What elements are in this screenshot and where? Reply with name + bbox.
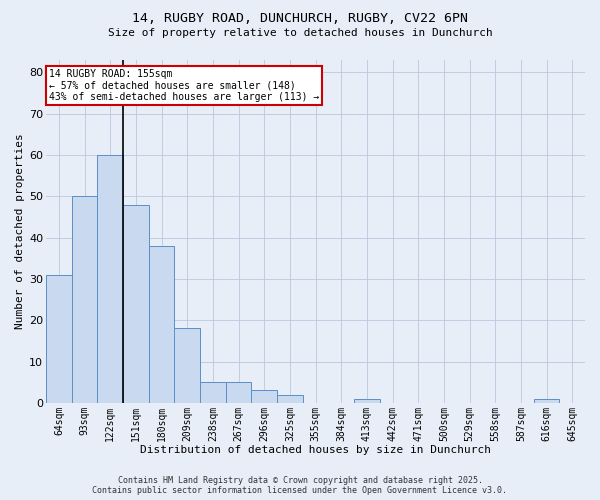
Bar — [251, 390, 277, 403]
Bar — [200, 382, 226, 403]
Bar — [175, 328, 200, 403]
Text: Size of property relative to detached houses in Dunchurch: Size of property relative to detached ho… — [107, 28, 493, 38]
Bar — [277, 394, 303, 403]
X-axis label: Distribution of detached houses by size in Dunchurch: Distribution of detached houses by size … — [140, 445, 491, 455]
Bar — [354, 398, 380, 403]
Bar — [226, 382, 251, 403]
Bar — [97, 155, 123, 403]
Y-axis label: Number of detached properties: Number of detached properties — [15, 134, 25, 330]
Text: 14, RUGBY ROAD, DUNCHURCH, RUGBY, CV22 6PN: 14, RUGBY ROAD, DUNCHURCH, RUGBY, CV22 6… — [132, 12, 468, 26]
Bar — [123, 204, 149, 403]
Bar — [72, 196, 97, 403]
Text: Contains HM Land Registry data © Crown copyright and database right 2025.
Contai: Contains HM Land Registry data © Crown c… — [92, 476, 508, 495]
Bar — [46, 275, 72, 403]
Bar — [533, 398, 559, 403]
Text: 14 RUGBY ROAD: 155sqm
← 57% of detached houses are smaller (148)
43% of semi-det: 14 RUGBY ROAD: 155sqm ← 57% of detached … — [49, 68, 319, 102]
Bar — [149, 246, 175, 403]
